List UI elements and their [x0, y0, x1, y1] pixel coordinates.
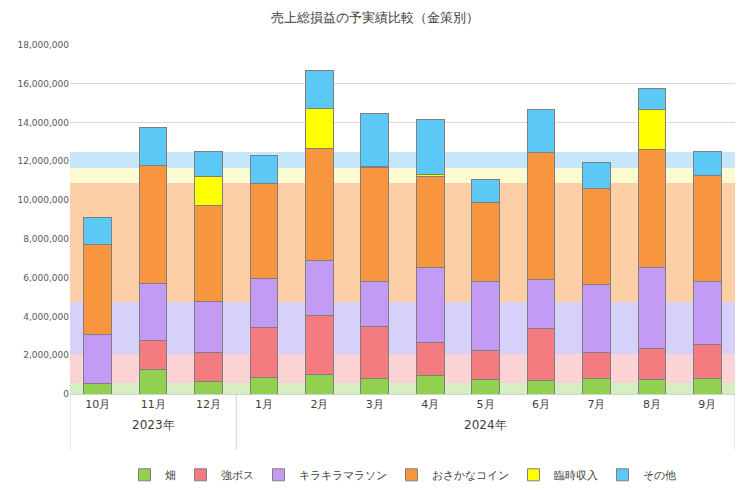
- svg-text:おさかなコイン: おさかなコイン: [432, 469, 509, 482]
- svg-text:3月: 3月: [366, 398, 384, 411]
- svg-text:2023年: 2023年: [132, 418, 175, 432]
- svg-text:10月: 10月: [85, 398, 110, 411]
- svg-text:11月: 11月: [141, 398, 166, 411]
- svg-text:強ボス: 強ボス: [221, 469, 254, 482]
- svg-text:4月: 4月: [421, 398, 439, 411]
- svg-text:10,000,000: 10,000,000: [17, 195, 69, 205]
- svg-text:8月: 8月: [643, 398, 661, 411]
- svg-text:9月: 9月: [698, 398, 716, 411]
- svg-text:その他: その他: [643, 469, 676, 482]
- svg-text:0: 0: [63, 389, 69, 399]
- svg-text:6月: 6月: [532, 398, 550, 411]
- svg-text:18,000,000: 18,000,000: [17, 40, 69, 50]
- svg-text:6,000,000: 6,000,000: [23, 273, 69, 283]
- svg-text:14,000,000: 14,000,000: [17, 118, 69, 128]
- svg-text:4,000,000: 4,000,000: [23, 312, 69, 322]
- svg-text:売上総損益の予実績比較（金策別）: 売上総損益の予実績比較（金策別）: [271, 10, 479, 25]
- svg-text:12,000,000: 12,000,000: [17, 156, 69, 166]
- svg-text:2,000,000: 2,000,000: [23, 350, 69, 360]
- svg-text:キラキラマラソン: キラキラマラソン: [299, 469, 387, 482]
- svg-text:2月: 2月: [310, 398, 328, 411]
- svg-text:臨時収入: 臨時収入: [554, 469, 598, 482]
- svg-text:8,000,000: 8,000,000: [23, 234, 69, 244]
- svg-text:畑: 畑: [165, 469, 176, 482]
- svg-text:7月: 7月: [587, 398, 605, 411]
- svg-text:1月: 1月: [255, 398, 273, 411]
- svg-text:16,000,000: 16,000,000: [17, 79, 69, 89]
- svg-text:2024年: 2024年: [464, 418, 507, 432]
- svg-text:5月: 5月: [477, 398, 495, 411]
- svg-text:12月: 12月: [196, 398, 221, 411]
